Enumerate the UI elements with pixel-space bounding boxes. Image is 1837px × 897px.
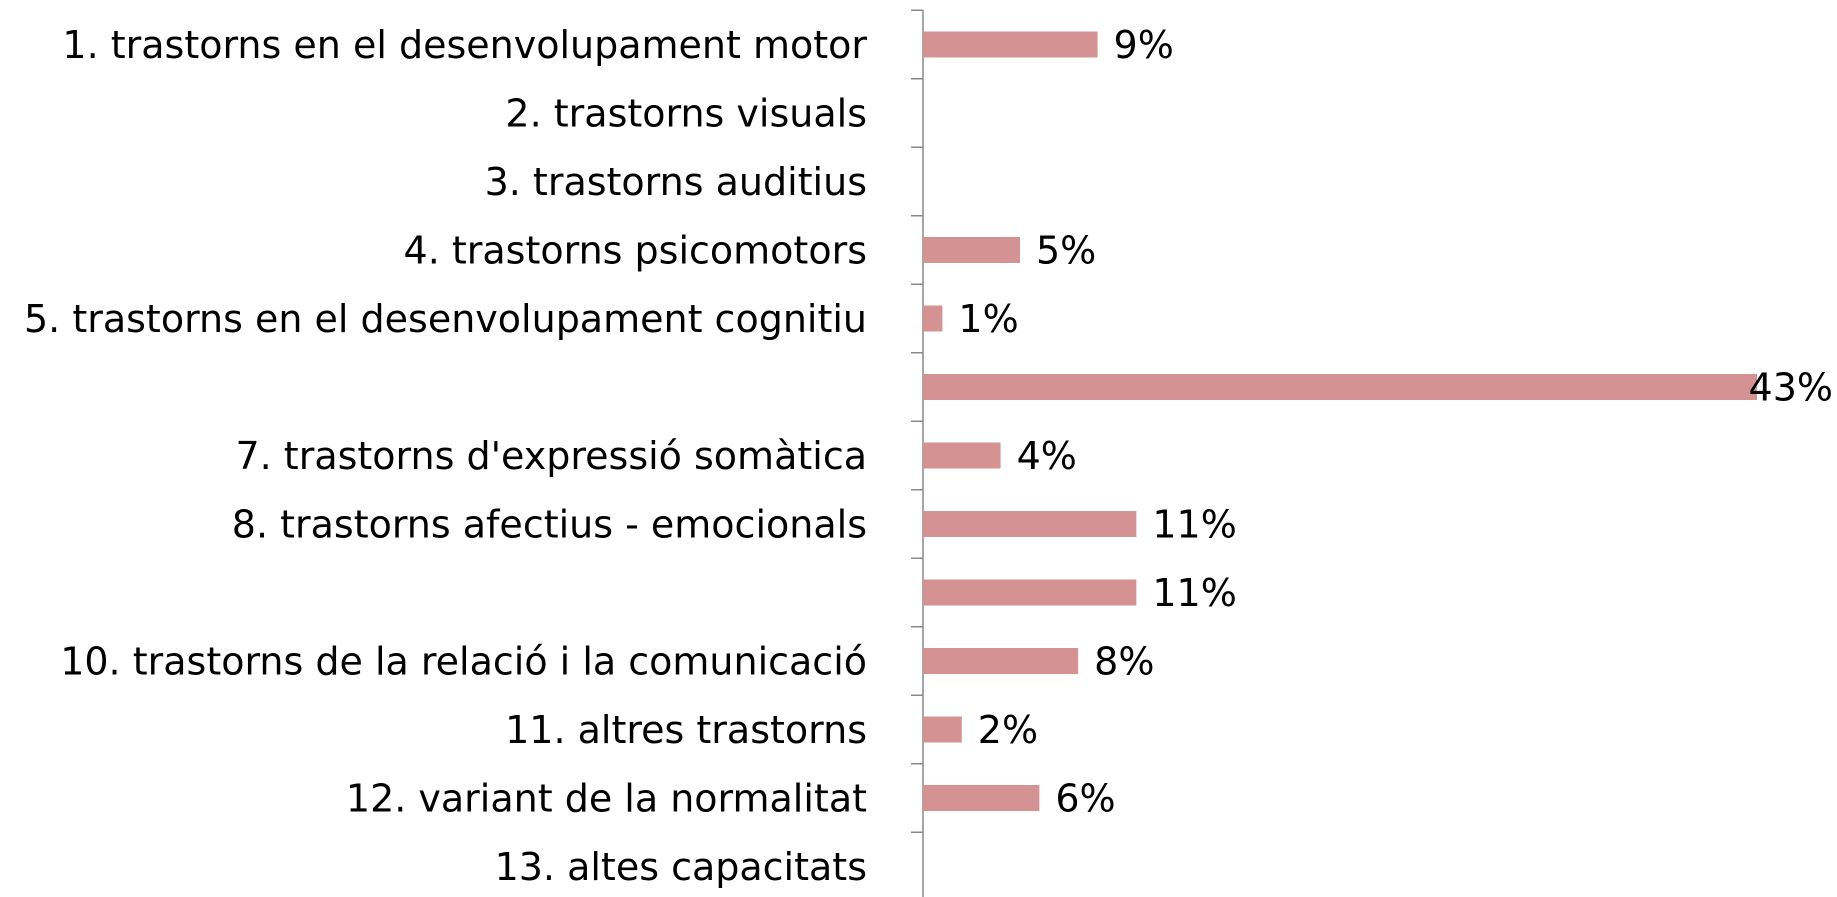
bar [923,716,962,743]
data-label: 2% [978,708,1038,752]
y-tick-label: 4. trastorns psicomotors [404,229,867,273]
y-tick-label: 5. trastorns en el desenvolupament cogni… [24,297,867,341]
data-label: 11% [1152,503,1236,547]
data-label: 9% [1114,23,1174,67]
bar [923,648,1079,674]
data-label: 11% [1152,571,1236,615]
y-tick-label: 8. trastorns afectius - emocionals [232,503,867,547]
data-label: 5% [1036,229,1096,273]
bar [923,785,1040,811]
bar [923,305,943,332]
y-tick-label: 13. altes capacitats [495,845,867,889]
data-label: 43% [1749,366,1833,410]
y-tick-label: 2. trastorns visuals [505,92,867,136]
y-tick-label: 10. trastorns de la relació i la comunic… [60,640,867,684]
bar [923,579,1137,606]
y-tick-label: 12. variant de la normalitat [346,777,867,821]
data-label: 6% [1055,777,1115,821]
bar [923,442,1001,469]
bar [923,31,1098,58]
data-label: 1% [958,297,1018,341]
y-tick-label: 7. trastorns d'expressió somàtica [235,434,867,478]
y-tick-label: 11. altres trastorns [505,708,867,752]
bar [923,511,1137,537]
bar [923,374,1757,400]
data-label: 8% [1094,640,1154,684]
y-tick-label: 1. trastorns en el desenvolupament motor [62,23,867,67]
y-tick-label: 3. trastorns auditius [485,160,867,204]
data-label: 4% [1017,434,1077,478]
bar [923,237,1020,263]
